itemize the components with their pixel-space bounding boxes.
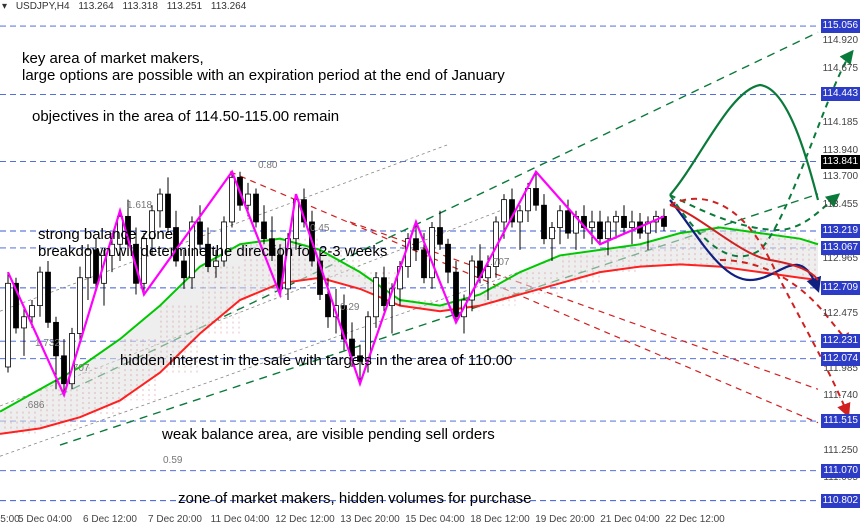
fib-label: 1.732 bbox=[35, 338, 60, 349]
fib-label: .686 bbox=[25, 400, 44, 411]
ohlc-l: 113.251 bbox=[167, 1, 202, 12]
x-tick: 6 Dec 12:00 bbox=[83, 514, 137, 525]
price-label: 112.709 bbox=[821, 281, 860, 295]
x-tick: 19 Dec 20:00 bbox=[535, 514, 595, 525]
x-tick: 5 Dec 04:00 bbox=[18, 514, 72, 525]
fib-label: 0.29 bbox=[340, 302, 359, 313]
y-tick: 112.475 bbox=[823, 308, 858, 319]
annotation-text: hidden interest in the sale with targets… bbox=[120, 352, 512, 369]
price-label: 111.070 bbox=[821, 464, 860, 478]
annotation-text: zone of market makers, hidden volumes fo… bbox=[178, 490, 532, 507]
y-tick: 113.455 bbox=[823, 199, 858, 210]
x-tick: 21 Dec 04:00 bbox=[600, 514, 660, 525]
fib-label: 0.45 bbox=[310, 223, 329, 234]
x-tick: 18 Dec 12:00 bbox=[470, 514, 530, 525]
price-label: 112.074 bbox=[821, 352, 860, 366]
annotation-text: objectives in the area of 114.50-115.00 … bbox=[32, 108, 339, 125]
y-tick: 113.700 bbox=[823, 171, 858, 182]
ohlc-o: 113.264 bbox=[78, 1, 113, 12]
price-label: 113.841 bbox=[821, 155, 860, 169]
chart-container: ▾ USDJPY,H4 113.264 113.318 113.251 113.… bbox=[0, 0, 860, 525]
y-tick: 111.250 bbox=[823, 445, 858, 456]
x-tick: 7 Dec 20:00 bbox=[148, 514, 202, 525]
annotation-text: key area of market makers, large options… bbox=[22, 50, 505, 84]
ohlc-h: 113.318 bbox=[123, 1, 158, 12]
y-tick: 111.740 bbox=[823, 390, 858, 401]
dropdown-icon[interactable]: ▾ bbox=[2, 1, 7, 12]
x-tick: 15 Dec 04:00 bbox=[405, 514, 465, 525]
annotation-text: strong balance zone, breakdown will dete… bbox=[38, 226, 387, 260]
y-tick: 114.675 bbox=[823, 63, 858, 74]
price-label: 111.515 bbox=[821, 414, 860, 428]
y-tick: 112.965 bbox=[823, 253, 858, 264]
x-tick: 5:00 bbox=[0, 514, 19, 525]
x-tick: 11 Dec 04:00 bbox=[211, 514, 270, 525]
fib-label: .707 bbox=[70, 363, 89, 374]
x-tick: 22 Dec 12:00 bbox=[665, 514, 725, 525]
price-label: 115.056 bbox=[821, 19, 860, 33]
price-label: 113.067 bbox=[821, 241, 860, 255]
ohlc-c: 113.264 bbox=[211, 1, 246, 12]
symbol-bar: ▾ USDJPY,H4 113.264 113.318 113.251 113.… bbox=[2, 1, 252, 12]
fib-label: .707 bbox=[490, 257, 509, 268]
fib-label: 1.618 bbox=[127, 200, 152, 211]
fib-label: 0.59 bbox=[163, 455, 182, 466]
price-label: 114.443 bbox=[821, 87, 860, 101]
x-tick: 12 Dec 12:00 bbox=[275, 514, 335, 525]
y-tick: 114.185 bbox=[823, 117, 858, 128]
x-tick: 13 Dec 20:00 bbox=[340, 514, 400, 525]
price-label: 112.231 bbox=[821, 334, 860, 348]
fib-label: 0.80 bbox=[258, 160, 277, 171]
price-label: 113.219 bbox=[821, 224, 860, 238]
price-label: 110.802 bbox=[821, 494, 860, 508]
y-tick: 114.920 bbox=[823, 35, 858, 46]
annotation-text: weak balance area, are visible pending s… bbox=[162, 426, 495, 443]
symbol-name: USDJPY,H4 bbox=[16, 1, 70, 12]
